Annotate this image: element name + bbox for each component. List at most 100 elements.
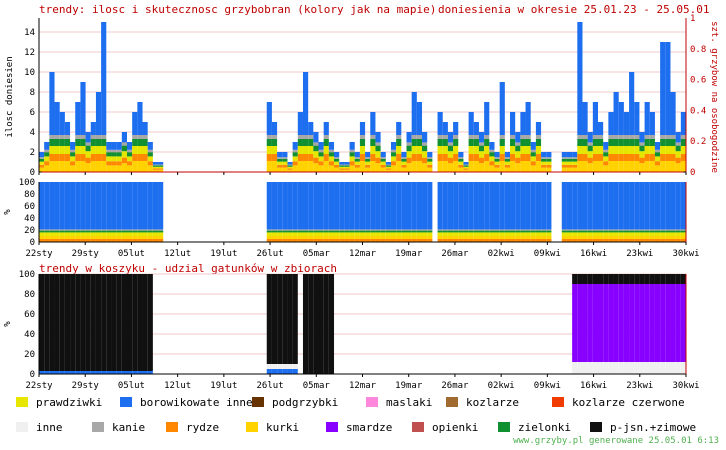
bar-segment-rydze (499, 154, 505, 161)
bar-segment-zielonki (541, 158, 547, 162)
basket-segment-smardze (603, 284, 609, 362)
bar-segment-rydze (592, 154, 599, 161)
bar-segment-zielonki (561, 158, 567, 162)
legend-swatch (446, 397, 458, 407)
basket-segment-inne (680, 362, 686, 374)
bar-segment-borowikowate (354, 152, 360, 158)
share-segment-kurki (510, 236, 516, 239)
share-segment-prawdziwki (121, 232, 127, 236)
bar-segment-zielonki (339, 165, 345, 167)
basket-segment-smardze (680, 284, 686, 362)
share-column (292, 182, 298, 242)
bar-segment-kanie (634, 135, 640, 139)
share-segment-kanie (406, 229, 412, 231)
basket-segment-borowikowate_inne (49, 371, 55, 374)
basket-segment-smardze (660, 284, 666, 362)
bar-segment-zielonki (416, 139, 423, 146)
share-segment-rydze (654, 239, 661, 242)
report-bar (675, 132, 681, 172)
bar-segment-kurki (458, 167, 464, 172)
bar-segment-kurki (59, 161, 65, 172)
share-column (629, 182, 635, 242)
share-segment-borowikowate (603, 182, 609, 230)
share-segment-rydze (572, 239, 578, 242)
report-bar (64, 122, 71, 172)
share-segment-kanie (302, 229, 309, 231)
share-segment-rydze (644, 239, 650, 242)
share-column (623, 182, 630, 242)
bar-segment-kanie (318, 149, 324, 153)
share-segment-borowikowate (339, 182, 345, 230)
bar-segment-prawdziwki (453, 146, 459, 154)
bar-segment-kanie (39, 157, 45, 159)
basket-column (613, 274, 619, 374)
share-segment-borowikowate (390, 182, 397, 230)
bar-segment-kurki (478, 163, 485, 172)
bar-segment-kanie (147, 149, 153, 153)
share-segment-borowikowate (359, 182, 366, 230)
bar-segment-zielonki (608, 139, 614, 146)
bar-segment-kanie (64, 135, 71, 139)
share-segment-kanie (323, 229, 329, 231)
bar-segment-kanie (116, 149, 122, 153)
bar-segment-borowikowate (339, 162, 345, 165)
share-segment-kurki (152, 236, 159, 239)
share-segment-kurki (453, 236, 459, 239)
bar-segment-borowikowate (318, 142, 324, 150)
bar-segment-kurki (339, 169, 345, 172)
share-segment-prawdziwki (90, 232, 96, 236)
share-segment-prawdziwki (126, 232, 133, 236)
bar-segment-kanie (292, 149, 298, 153)
share-segment-borowikowate (489, 182, 495, 230)
bar-segment-rydze (670, 154, 676, 161)
share-segment-zielonki (680, 230, 686, 233)
report-bar (142, 122, 148, 172)
share-segment-kanie (70, 229, 76, 231)
share-segment-prawdziwki (292, 232, 298, 236)
share-segment-kurki (442, 236, 448, 239)
bar-segment-kanie (660, 135, 666, 139)
bar-segment-borowikowate (302, 72, 309, 135)
share-segment-kanie (603, 229, 609, 231)
bar-segment-zielonki (473, 139, 479, 146)
share-segment-kanie (266, 229, 272, 231)
share-column (654, 182, 661, 242)
share-segment-prawdziwki (380, 232, 386, 236)
bar-segment-zielonki (370, 139, 376, 146)
bar-segment-zielonki (158, 165, 164, 167)
basket-column (95, 274, 102, 374)
bar-segment-zielonki (380, 158, 386, 162)
share-segment-kurki (85, 236, 91, 239)
bar-segment-borowikowate (396, 122, 402, 135)
share-segment-zielonki (49, 230, 55, 233)
y-tick-label: 80 (24, 190, 35, 200)
bar-segment-borowikowate (613, 92, 619, 135)
report-bar (525, 102, 531, 172)
share-column (598, 182, 604, 242)
share-segment-kurki (54, 236, 60, 239)
bar-segment-borowikowate (592, 102, 599, 135)
basket-column (64, 274, 71, 374)
share-segment-kurki (64, 236, 71, 239)
bar-segment-prawdziwki (484, 146, 490, 154)
basket-segment-pjsn_zimowe (592, 274, 599, 284)
bar-segment-prawdziwki (473, 146, 479, 154)
bar-segment-rydze (111, 161, 117, 166)
share-segment-kurki (282, 236, 288, 239)
bar-segment-kanie (623, 135, 630, 139)
report-bar (90, 122, 96, 172)
share-column (142, 182, 148, 242)
share-segment-prawdziwki (453, 232, 459, 236)
share-column (297, 182, 303, 242)
basket-column (670, 274, 676, 374)
bar-segment-rydze (313, 157, 319, 164)
legend-item: p-jsn.+zimowe (590, 421, 696, 434)
share-segment-prawdziwki (473, 232, 479, 236)
basket-column (49, 274, 55, 374)
bar-segment-prawdziwki (334, 161, 340, 165)
report-bar (80, 82, 86, 172)
bar-segment-rydze (385, 168, 391, 170)
bar-segment-rydze (101, 154, 107, 161)
share-segment-prawdziwki (649, 232, 655, 236)
